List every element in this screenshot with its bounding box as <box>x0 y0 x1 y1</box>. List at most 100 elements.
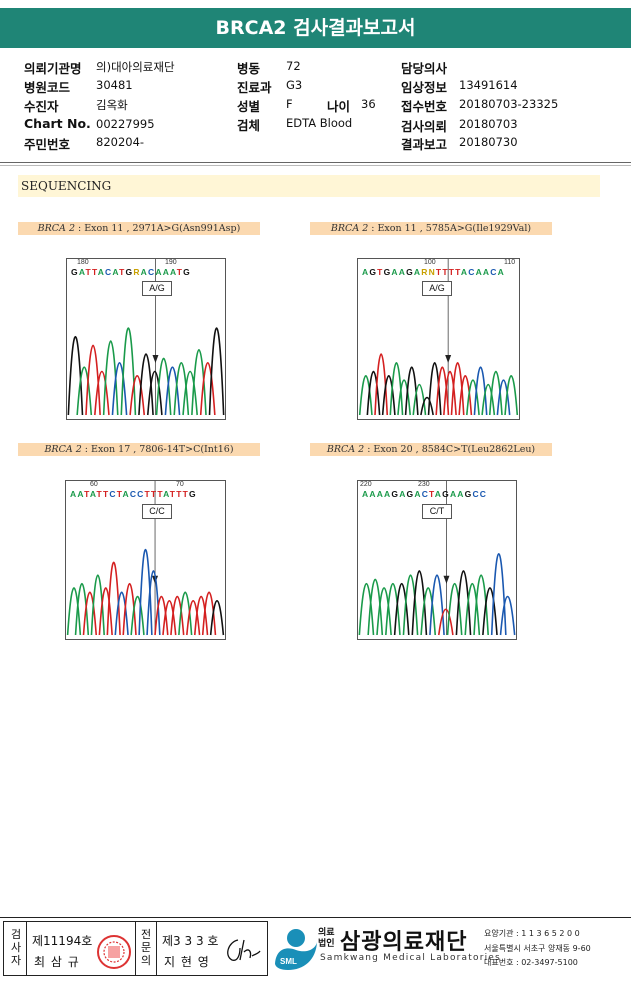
specialist-name: 지 현 영 <box>164 955 210 969</box>
base-letter: A <box>460 267 469 277</box>
position-label: 230 <box>418 481 430 488</box>
base-letter: A <box>457 489 465 499</box>
info-label: 담당의사 <box>401 61 448 76</box>
trace-peak <box>201 591 217 636</box>
genotype-call: C/C <box>142 504 172 519</box>
trace-peak <box>458 375 473 416</box>
base-letter: T <box>150 489 158 499</box>
trace-peak <box>429 574 445 636</box>
base-letter: A <box>413 267 422 277</box>
genotype-call: A/G <box>422 281 452 296</box>
info-label: 임상정보 <box>401 80 448 95</box>
position-label: 60 <box>90 481 98 488</box>
gene-name: BRCA 2 <box>330 223 369 234</box>
position-label: 100 <box>424 259 436 266</box>
variant-text: : Exon 11 , 2971A>G(Asn991Asp) <box>74 223 241 234</box>
info-value: EDTA Blood <box>286 116 353 130</box>
institution-code: 요양기관 : 1 1 3 6 5 2 0 0 <box>484 929 580 938</box>
base-letter: C <box>490 267 498 277</box>
base-letter: A <box>155 267 163 277</box>
info-value: 20180703-23325 <box>459 97 559 111</box>
genotype-call: C/T <box>422 504 452 519</box>
base-letter: T <box>442 267 449 277</box>
base-letter: T <box>435 267 443 277</box>
examiner-name: 최 삼 규 <box>34 955 80 969</box>
position-label: 190 <box>165 259 177 266</box>
trace-peak <box>154 596 169 636</box>
trace-peak <box>182 370 198 416</box>
trace-plot <box>67 259 225 416</box>
trace-peak <box>446 582 463 636</box>
trace-peak <box>130 596 145 636</box>
trace-peak <box>98 587 113 636</box>
info-value: G3 <box>286 78 303 92</box>
info-label: 나이 <box>327 99 351 114</box>
trace-peak <box>464 582 481 636</box>
info-label: 병동 <box>237 61 261 76</box>
trace-peak <box>138 353 154 416</box>
trace-peak <box>466 379 480 416</box>
trace-peak <box>496 379 511 416</box>
base-letter: A <box>162 267 171 277</box>
marker-arrow <box>443 575 450 584</box>
specialist-label: 전문의 <box>140 928 152 967</box>
base-letter: T <box>176 267 184 277</box>
base-letter: T <box>169 489 177 499</box>
base-letter: A <box>398 267 407 277</box>
trace-peak <box>402 574 419 636</box>
trace-peak <box>504 375 519 416</box>
footer-divider <box>0 917 631 918</box>
base-letter: A <box>497 267 505 277</box>
info-label: 검사의뢰 <box>401 119 448 134</box>
base-letter: T <box>85 267 92 277</box>
trace-peak <box>67 336 84 416</box>
trace-peak <box>435 366 450 416</box>
panel-label: BRCA 2 : Exon 20 , 8584C>T(Leu2862Leu) <box>310 443 552 456</box>
trace-peak <box>437 608 454 636</box>
trace-peak <box>381 375 396 416</box>
position-label: 110 <box>504 259 516 266</box>
trace-peak <box>146 370 163 416</box>
info-value: 20180703 <box>459 117 518 131</box>
marker-arrow <box>152 355 159 363</box>
trace-peak <box>443 371 457 416</box>
base-sequence: AGTGAAGARNTTTTACAACA <box>362 267 505 277</box>
info-value: 72 <box>286 59 301 73</box>
divider <box>135 922 136 975</box>
trace-peak <box>114 591 129 636</box>
trace-peak <box>191 348 207 416</box>
base-letter: A <box>70 489 78 499</box>
panel-label: BRCA 2 : Exon 17 , 7806-14T>C(Int16) <box>18 443 260 456</box>
trace-peak <box>120 327 137 416</box>
base-letter: C <box>109 489 117 499</box>
trace-peak <box>481 383 496 416</box>
gene-name: BRCA 2 <box>37 223 75 234</box>
base-letter: C <box>421 489 430 499</box>
trace-peak <box>427 362 442 416</box>
trace-peak <box>473 574 489 636</box>
base-letter: C <box>105 267 113 277</box>
info-value: F <box>286 97 293 111</box>
base-letter: T <box>116 489 123 499</box>
info-label: 주민번호 <box>24 137 71 152</box>
base-letter: T <box>102 489 110 499</box>
info-label: 검체 <box>237 118 261 133</box>
base-letter: A <box>140 267 149 277</box>
base-letter: A <box>112 267 120 277</box>
trace-peak <box>404 366 419 416</box>
trace-peak <box>208 327 225 416</box>
trace-peak <box>178 591 193 636</box>
genotype-call: A/G <box>142 281 172 296</box>
trace-peak <box>490 553 507 636</box>
info-value: 13491614 <box>459 78 518 92</box>
trace-peak <box>358 582 375 636</box>
trace-peak <box>186 600 201 636</box>
trace-peak <box>455 570 472 636</box>
marker-arrow <box>152 575 159 584</box>
company-english: Samkwang Medical Laboratories <box>320 953 501 963</box>
base-letter: T <box>144 489 151 499</box>
base-letter: A <box>362 267 370 277</box>
base-sequence: AAAAGAGACTAGAAGCC <box>362 489 487 499</box>
base-letter: C <box>148 267 156 277</box>
base-letter: T <box>119 267 126 277</box>
